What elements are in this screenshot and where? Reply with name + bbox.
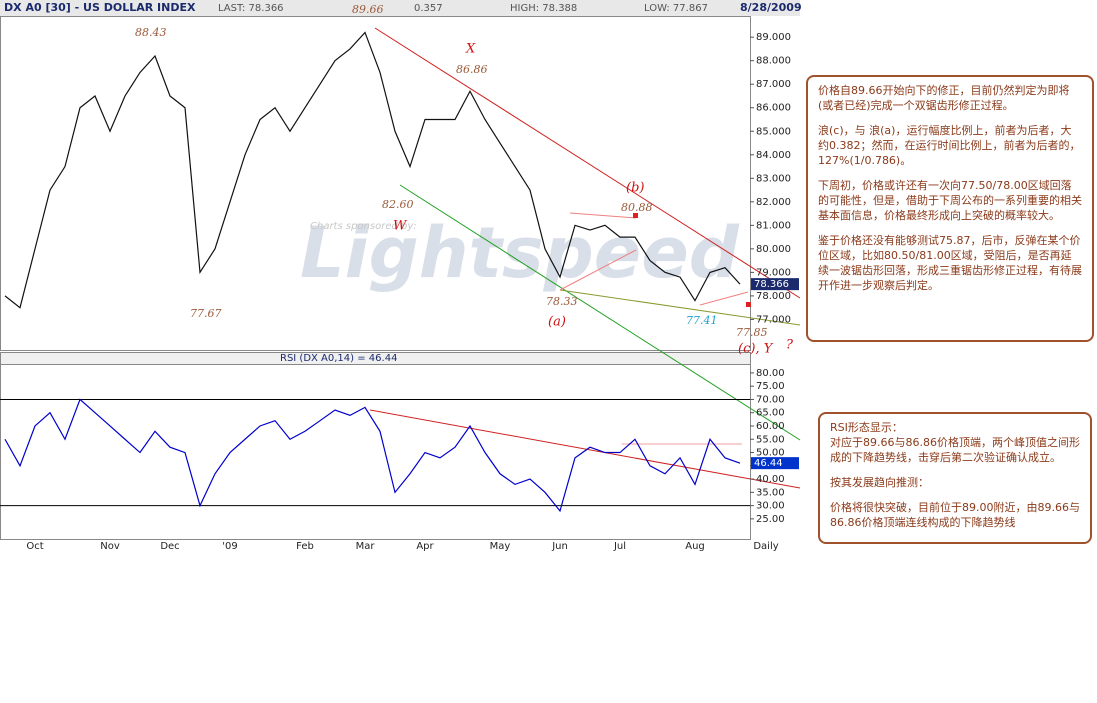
last-value-label: 78.366 bbox=[754, 279, 789, 290]
annotation: (a) bbox=[548, 315, 566, 330]
watermark-brand: Lightspeed bbox=[300, 212, 740, 294]
x-tick-label: '09 bbox=[222, 541, 237, 552]
note-box: 价格自89.66开始向下的修正，目前仍然判定为即将(或者已经)完成一个双锯齿形修… bbox=[806, 75, 1094, 342]
x-tick-label: Dec bbox=[160, 541, 179, 552]
y-tick-label: 75.00 bbox=[756, 381, 785, 392]
annotation: 82.60 bbox=[382, 198, 414, 211]
y-tick-label: 35.00 bbox=[756, 487, 785, 498]
note: 按其发展趋向推测： bbox=[830, 476, 929, 489]
price-line bbox=[4, 398, 741, 513]
support-line bbox=[559, 289, 801, 326]
marker bbox=[746, 302, 751, 307]
x-tick-label: Mar bbox=[356, 541, 376, 552]
price-line bbox=[4, 31, 741, 309]
pattern-line bbox=[569, 212, 637, 219]
x-end-label: Daily bbox=[753, 541, 778, 552]
channel-line bbox=[399, 184, 801, 441]
note: 价格自89.66开始向下的修正，目前仍然判定为即将(或者已经)完成一个双锯齿形修… bbox=[818, 84, 1070, 112]
note: 对应于89.66与86.86价格顶端，两个峰顶值之间形成的下降趋势线，击穿后第二… bbox=[830, 436, 1080, 464]
watermark-sponsor: Charts sponsored by: bbox=[310, 221, 417, 232]
high: HIGH: 78.388 bbox=[510, 3, 577, 14]
y-tick-label: 88.000 bbox=[756, 56, 791, 67]
y-tick-label: 70.00 bbox=[756, 394, 785, 405]
annotation: 77.85 bbox=[736, 326, 768, 339]
note: RSI形态显示： bbox=[830, 421, 903, 434]
pattern-line bbox=[559, 249, 637, 291]
rsi-trend-line bbox=[369, 409, 801, 489]
y-tick-label: 78.000 bbox=[756, 291, 791, 302]
low: LOW: 77.867 bbox=[644, 3, 708, 14]
y-tick-label: 77.000 bbox=[756, 314, 791, 325]
annotation: (c), Y bbox=[738, 342, 774, 357]
y-tick-label: 81.000 bbox=[756, 220, 791, 231]
y-tick-label: 25.00 bbox=[756, 514, 785, 525]
y-tick-label: 83.000 bbox=[756, 173, 791, 184]
y-tick-label: 40.00 bbox=[756, 474, 785, 485]
rsi-title: RSI (DX A0,14) = 46.44 bbox=[280, 353, 397, 364]
change: 0.357 bbox=[414, 3, 443, 14]
annotation: 89.66 bbox=[352, 3, 384, 16]
annotation: 77.41 bbox=[686, 314, 718, 327]
date: 8/28/2009 bbox=[740, 1, 802, 14]
y-tick-label: 50.00 bbox=[756, 448, 785, 459]
annotation: (b) bbox=[626, 181, 644, 196]
y-tick-label: 80.000 bbox=[756, 244, 791, 255]
symbol: DX A0 [30] - US DOLLAR INDEX bbox=[4, 1, 196, 14]
y-tick-label: 30.00 bbox=[756, 501, 785, 512]
y-tick-label: 87.000 bbox=[756, 79, 791, 90]
last: LAST: 78.366 bbox=[218, 3, 284, 14]
marker bbox=[633, 213, 638, 218]
y-tick-label: 80.00 bbox=[756, 368, 785, 379]
x-tick-label: Aug bbox=[685, 541, 705, 552]
y-tick-label: 84.000 bbox=[756, 150, 791, 161]
y-tick-label: 55.00 bbox=[756, 434, 785, 445]
y-tick-label: 82.000 bbox=[756, 197, 791, 208]
annotation: W bbox=[393, 219, 408, 234]
last-value-tag bbox=[751, 278, 799, 291]
x-tick-label: Jun bbox=[551, 541, 568, 552]
last-value-label: 46.44 bbox=[754, 458, 783, 469]
last-value-tag bbox=[751, 457, 799, 470]
rsi-frame bbox=[0, 364, 751, 540]
x-tick-label: Jul bbox=[613, 541, 626, 552]
x-tick-label: Apr bbox=[416, 541, 434, 552]
annotation: X bbox=[465, 42, 476, 57]
header-bar bbox=[0, 0, 800, 16]
annotation: 77.67 bbox=[190, 307, 222, 320]
y-tick-label: 86.000 bbox=[756, 103, 791, 114]
y-tick-label: 79.000 bbox=[756, 267, 791, 278]
pattern-line bbox=[699, 291, 749, 306]
x-tick-label: May bbox=[490, 541, 511, 552]
note: 下周初，价格或许还有一次向77.50/78.00区域回落的可能性，但是，借助于下… bbox=[818, 179, 1082, 222]
y-tick-label: 85.000 bbox=[756, 126, 791, 137]
x-tick-label: Feb bbox=[296, 541, 314, 552]
y-tick-label: 65.00 bbox=[756, 408, 785, 419]
x-tick-label: Oct bbox=[26, 541, 43, 552]
y-tick-label: 60.00 bbox=[756, 421, 785, 432]
price-frame bbox=[0, 16, 751, 351]
y-tick-label: 89.000 bbox=[756, 32, 791, 43]
note-box: RSI形态显示： 对应于89.66与86.86价格顶端，两个峰顶值之间形成的下降… bbox=[818, 412, 1092, 544]
chart: DX A0 [30] - US DOLLAR INDEX LAST: 78.36… bbox=[0, 0, 802, 552]
note: 鉴于价格还没有能够测试75.87，后市，反弹在某个价位区域，比如80.50/81… bbox=[818, 234, 1082, 292]
trend-line bbox=[374, 27, 801, 299]
note: 浪(c)，与 浪(a)，运行幅度比例上，前者为后者，大约0.382；然而，在运行… bbox=[818, 124, 1081, 167]
annotation: 86.86 bbox=[456, 63, 488, 76]
annotation: ? bbox=[786, 338, 794, 353]
x-tick-label: Nov bbox=[100, 541, 120, 552]
annotation: 78.33 bbox=[546, 295, 578, 308]
note: 价格将很快突破，目前位于89.00附近，由89.66与86.86价格顶端连线构成… bbox=[830, 501, 1080, 529]
annotation: 88.43 bbox=[135, 26, 167, 39]
annotation: 80.88 bbox=[621, 201, 653, 214]
